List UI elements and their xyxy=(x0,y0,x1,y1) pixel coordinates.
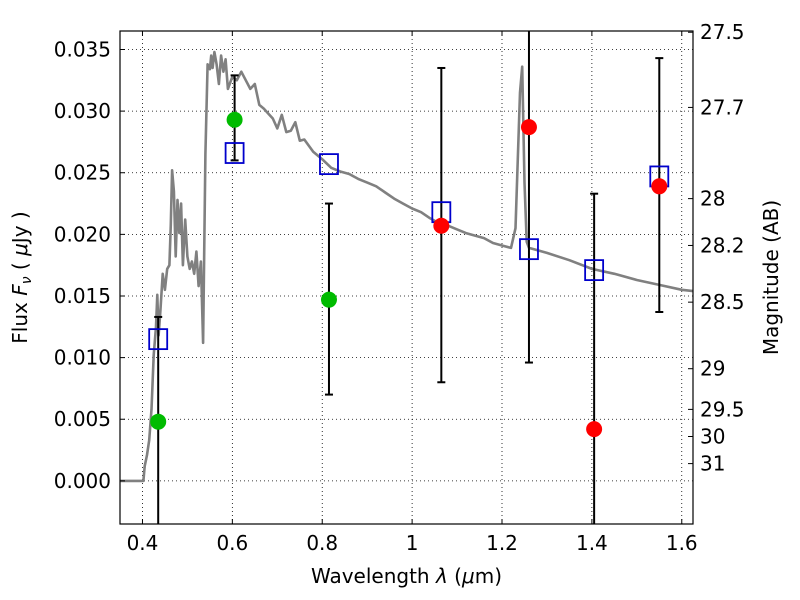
x-tick-label: 1.6 xyxy=(666,531,698,555)
data-markers xyxy=(148,111,670,438)
template-spectrum-line xyxy=(120,50,694,483)
observed-detections-point xyxy=(150,413,167,430)
right-tick-label: 31 xyxy=(700,452,725,476)
right-tick-label: 27.7 xyxy=(700,95,745,119)
y-tick-label: 0.020 xyxy=(54,222,111,246)
right-tick-label: 28.2 xyxy=(700,233,745,257)
y-tick-label: 0.015 xyxy=(54,284,111,308)
y-tick-label: 0.010 xyxy=(54,346,111,370)
right-tick-label: 29 xyxy=(700,357,725,381)
observed-upper-limits-point xyxy=(520,119,537,136)
plot-frame xyxy=(119,30,694,525)
right-tick-label: 29.5 xyxy=(700,397,745,421)
x-tick-label: 1.4 xyxy=(576,531,608,555)
x-tick-label: 0.6 xyxy=(216,531,248,555)
y-tick-label: 0.025 xyxy=(54,161,111,185)
template-spectrum-layer xyxy=(120,50,694,483)
y-axis-label: Flux Fν ( μJy ) xyxy=(8,211,35,343)
y-axis-ticks: 0.000 0.005 0.010 0.015 0.020 0.025 0.030 0.035 xyxy=(54,37,125,493)
observed-upper-limits-point xyxy=(651,178,668,195)
y-tick-label: 0.000 xyxy=(54,469,111,493)
x-tick-label: 1 xyxy=(406,531,419,555)
y-tick-label: 0.035 xyxy=(54,37,111,61)
observed-upper-limits-point xyxy=(586,421,603,438)
right-axis-ticks: 27.5 27.7 28 28.2 28.5 29 29.5 30 31 xyxy=(688,20,745,476)
x-tick-label: 1.2 xyxy=(486,531,518,555)
x-tick-label: 0.8 xyxy=(306,531,338,555)
observed-detections-point xyxy=(320,291,337,308)
right-axis-label: Magnitude (AB) xyxy=(759,200,783,355)
x-tick-label: 0.4 xyxy=(127,531,159,555)
observed-detections-point xyxy=(226,111,243,128)
model-photometry-square xyxy=(148,328,169,351)
right-tick-label: 27.5 xyxy=(700,20,745,44)
right-tick-label: 30 xyxy=(700,424,725,448)
model-photometry-square xyxy=(224,142,245,164)
right-tick-label: 28 xyxy=(700,187,725,211)
model-photometry-square xyxy=(519,238,539,261)
x-axis-label: Wavelength λ (μm) xyxy=(311,564,502,588)
right-tick-label: 28.5 xyxy=(700,290,745,314)
observed-upper-limits-point xyxy=(433,217,450,234)
model-photometry-square xyxy=(584,259,605,282)
model-photometry-square xyxy=(319,153,339,176)
y-tick-label: 0.030 xyxy=(54,99,111,123)
y-tick-label: 0.005 xyxy=(54,407,111,431)
x-axis-ticks: 0.4 0.6 0.8 1 1.2 1.4 1.6 xyxy=(127,31,698,555)
error-bars xyxy=(154,31,664,524)
